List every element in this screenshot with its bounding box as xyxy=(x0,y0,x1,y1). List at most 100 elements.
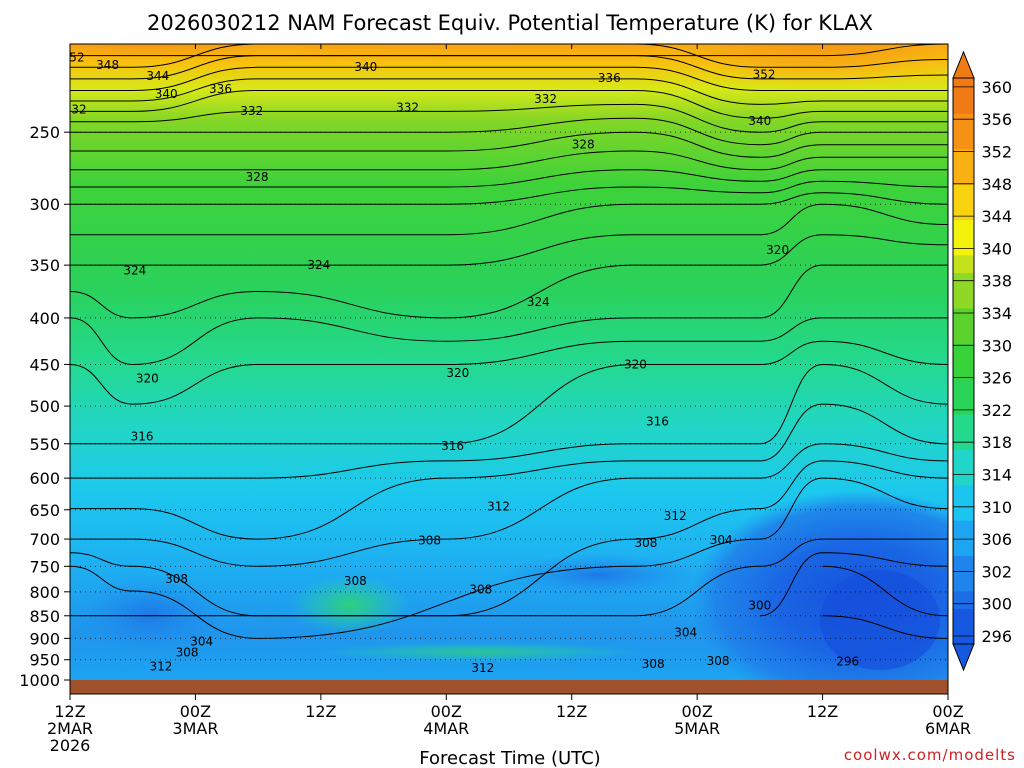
colorbar-label-300: 300 xyxy=(981,595,1012,614)
y-tick-label-300: 300 xyxy=(29,195,60,214)
colorbar-band-356 xyxy=(953,78,974,114)
colorbar: 296 300 302 306 310 314 318 322 326 330 334 338 340 3… xyxy=(952,50,1012,672)
isentrope-332 xyxy=(70,150,948,171)
isentrope-334 xyxy=(70,131,948,158)
isentrope-302 xyxy=(759,552,948,617)
isentrope-320 xyxy=(70,264,948,366)
colorbar-band-302 xyxy=(953,555,974,592)
contour-label-28: 308 xyxy=(634,536,657,550)
x-tick-label-48-0: 12Z xyxy=(556,702,587,721)
moist-pocket-low xyxy=(320,642,640,662)
isentrope-340 xyxy=(70,89,948,119)
contour-label-2: 344 xyxy=(146,69,169,83)
isentrope-304 xyxy=(70,538,948,617)
isentrope-342 xyxy=(70,78,948,105)
contour-label-18: 320 xyxy=(766,243,789,257)
contour-label-32: 304 xyxy=(710,533,733,547)
colorbar-frame xyxy=(952,77,975,645)
colorbar-band-326 xyxy=(953,343,974,380)
contour-label-0: 352 xyxy=(62,51,85,65)
colorbar-label-296: 296 xyxy=(981,627,1012,646)
contour-label-38: 312 xyxy=(149,660,172,674)
isentrope-300 xyxy=(822,565,948,617)
colorbar-label-344: 344 xyxy=(981,207,1012,226)
contour-label-22: 316 xyxy=(131,430,154,444)
x-tick-label-36-0: 00Z xyxy=(431,702,462,721)
colorbar-band-310 xyxy=(953,484,974,521)
contour-label-35: 308 xyxy=(176,646,199,660)
isentrope-318 xyxy=(70,317,948,405)
isentrope-328 xyxy=(70,180,948,205)
colorbar-band-352 xyxy=(953,113,974,150)
isentrope-298 xyxy=(822,615,948,639)
ground-surface xyxy=(70,680,948,694)
contour-label-37: 296 xyxy=(836,654,859,668)
x-axis-label: Forecast Time (UTC) xyxy=(419,748,600,768)
colorbar-label-356: 356 xyxy=(981,110,1012,129)
contour-label-36: 304 xyxy=(674,626,697,640)
contour-label-5: 336 xyxy=(209,82,232,96)
isentrope-308 xyxy=(70,460,948,617)
x-tick-label-36-1: 4MAR xyxy=(423,719,469,738)
contour-label-1: 348 xyxy=(96,58,119,72)
cold-lowlevel-core xyxy=(820,570,940,670)
contour-label-25: 312 xyxy=(487,500,510,514)
colorbar-band-314 xyxy=(953,449,974,486)
contour-label-10: 332 xyxy=(534,92,557,106)
colorbar-label-334: 334 xyxy=(981,304,1012,323)
contour-label-41: 308 xyxy=(707,654,730,668)
y-tick-label-700: 700 xyxy=(29,530,60,549)
x-tick-label-24-0: 12Z xyxy=(305,702,336,721)
x-tick-label-12-1: 3MAR xyxy=(172,719,218,738)
y-tick-label-400: 400 xyxy=(29,309,60,328)
contour-label-8: 332 xyxy=(240,104,263,118)
y-tick-label-500: 500 xyxy=(29,397,60,416)
y-tick-label-650: 650 xyxy=(29,501,60,520)
contour-label-6: 336 xyxy=(598,71,621,85)
contour-labels: 352 348 344 340 340 336 336 332 332 332 332 328 328 3… xyxy=(62,51,859,675)
x-tick-label-0-0: 12Z xyxy=(54,702,85,721)
isentrope-306 xyxy=(70,477,948,639)
watermark: coolwx.com/modelts xyxy=(844,746,1016,764)
contour-label-11: 328 xyxy=(246,170,269,184)
contour-label-39: 312 xyxy=(471,661,494,675)
colorbar-arrow-bottom xyxy=(952,643,975,672)
contour-label-34: 304 xyxy=(190,634,213,648)
contour-label-14: 340 xyxy=(748,114,771,128)
contour-label-33: 300 xyxy=(748,598,771,612)
colorbar-label-340: 340 xyxy=(981,239,1012,258)
plot-frame xyxy=(69,43,949,695)
isentrope-330 xyxy=(70,169,948,188)
colorbar-label-330: 330 xyxy=(981,336,1012,355)
x-tick-label-84-1: 6MAR xyxy=(925,719,971,738)
isentrope-310 xyxy=(70,443,948,567)
chart-title: 2026030212 NAM Forecast Equiv. Potential… xyxy=(147,11,873,35)
colorbar-label-338: 338 xyxy=(981,272,1012,291)
colorbar-band-322 xyxy=(953,378,974,415)
colorbar-band-340 xyxy=(953,219,974,256)
isentrope-324 xyxy=(70,203,948,266)
isentrope-348 xyxy=(70,44,948,68)
contour-label-24: 316 xyxy=(646,415,669,429)
y-tick-label-900: 900 xyxy=(29,629,60,648)
colorbar-label-348: 348 xyxy=(981,175,1012,194)
contour-label-17: 324 xyxy=(527,295,550,309)
contour-label-16: 324 xyxy=(307,258,330,272)
contour-label-23: 316 xyxy=(441,439,464,453)
colorbar-band-344 xyxy=(953,184,974,220)
isentrope-344 xyxy=(70,66,948,92)
colorbar-label-302: 302 xyxy=(981,562,1012,581)
y-tick-label-850: 850 xyxy=(29,607,60,626)
pressure-axis: 250 300 350 400 450 500 550 600 650 700 750 800 850 9… xyxy=(19,123,70,690)
x-tick-label-60-1: 5MAR xyxy=(674,719,720,738)
colorbar-label-326: 326 xyxy=(981,369,1012,388)
contour-label-13: 352 xyxy=(753,67,776,81)
contour-label-27: 308 xyxy=(418,534,441,548)
y-tick-label-750: 750 xyxy=(29,557,60,576)
contour-label-40: 308 xyxy=(642,657,665,671)
y-tick-label-800: 800 xyxy=(29,583,60,602)
colorbar-band-334 xyxy=(953,272,974,309)
contour-label-29: 308 xyxy=(165,572,188,586)
isentrope-316 xyxy=(70,340,948,445)
